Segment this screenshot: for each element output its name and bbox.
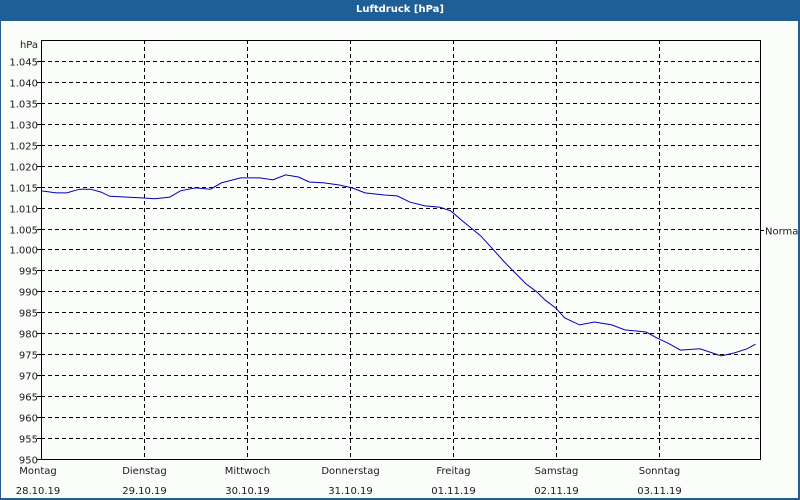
y-tick-label: 975 <box>19 351 38 362</box>
x-tick-day-label: Donnerstag <box>321 466 379 477</box>
y-tick-label: 970 <box>19 372 38 383</box>
x-tick-date-label: 02.11.19 <box>534 486 579 497</box>
x-tick-date-label: 01.11.19 <box>431 486 476 497</box>
y-tick-label: 990 <box>19 288 38 299</box>
plot-area-frame <box>41 40 761 460</box>
y-axis-labels: 950 955 960 965 970 975 980 985 990 995 1.000 1.005… <box>9 58 38 467</box>
normal-label: Normal <box>765 227 798 238</box>
x-tick-day-label: Dienstag <box>122 466 167 477</box>
y-tick-label: 1.020 <box>9 163 38 174</box>
x-tick-date-label: 30.10.19 <box>225 486 270 497</box>
y-gridlines <box>37 61 760 460</box>
y-tick-label: 1.045 <box>9 58 38 69</box>
chart-canvas: 950 955 960 965 970 975 980 985 990 995 1.000 1.005… <box>1 21 798 498</box>
y-tick-label: 1.040 <box>9 79 38 90</box>
y-tick-label: 980 <box>19 330 38 341</box>
y-tick-label: 1.015 <box>9 184 38 195</box>
y-tick-label: 955 <box>19 435 38 446</box>
x-tick-day-label: Samstag <box>535 466 579 477</box>
x-tick-date-label: 29.10.19 <box>122 486 167 497</box>
normal-reference-marker: Normal <box>760 227 798 238</box>
x-axis-labels: Montag 28.10.19 Dienstag 29.10.19 Mittwoch 30… <box>16 466 682 497</box>
x-tick-date-label: 31.10.19 <box>328 486 373 497</box>
y-tick-label: 1.000 <box>9 246 38 257</box>
y-tick-label: 965 <box>19 393 38 404</box>
y-tick-label: 950 <box>19 456 38 467</box>
pressure-series-line <box>40 174 756 357</box>
y-tick-label: 960 <box>19 414 38 425</box>
y-tick-label: 1.025 <box>9 142 38 153</box>
pressure-line-chart: 950 955 960 965 970 975 980 985 990 995 1.000 1.005… <box>9 40 798 497</box>
x-tick-date-label: 28.10.19 <box>16 486 61 497</box>
y-tick-label: 1.035 <box>9 100 38 111</box>
y-tick-label: 1.010 <box>9 205 38 216</box>
y-axis-unit-label: hPa <box>20 40 38 51</box>
chart-title: Luftdruck [hPa] <box>356 4 444 15</box>
x-tick-day-label: Sonntag <box>639 466 681 477</box>
y-tick-label: 995 <box>19 267 38 278</box>
y-tick-label: 985 <box>19 309 38 320</box>
x-tick-date-label: 03.11.19 <box>637 486 682 497</box>
x-tick-day-label: Mittwoch <box>225 466 270 477</box>
y-tick-label: 1.005 <box>9 226 38 237</box>
x-tick-day-label: Montag <box>19 466 56 477</box>
x-tick-day-label: Freitag <box>436 466 470 477</box>
y-tick-label: 1.030 <box>9 121 38 132</box>
